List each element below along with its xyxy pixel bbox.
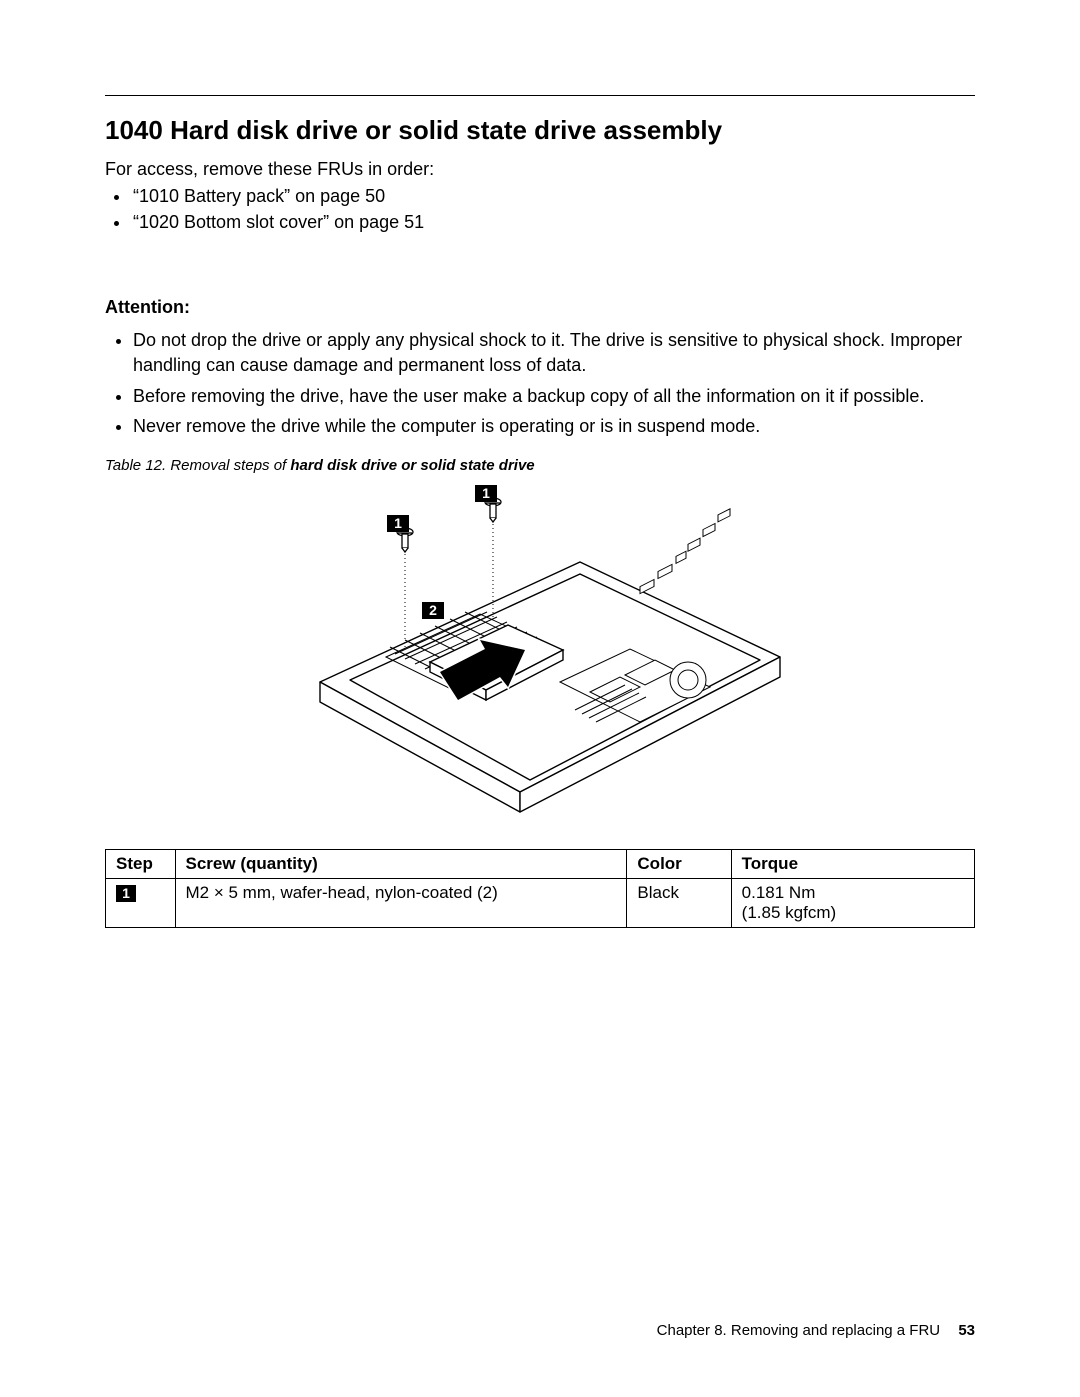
section-title: 1040 Hard disk drive or solid state driv…	[105, 114, 975, 147]
top-rule	[105, 95, 975, 96]
screw-table: Step Screw (quantity) Color Torque 1 M2 …	[105, 849, 975, 928]
callout-1b: 1	[482, 485, 490, 501]
step-badge: 1	[116, 885, 136, 902]
fru-prereq-list: “1010 Battery pack” on page 50 “1020 Bot…	[105, 183, 975, 235]
list-item: Do not drop the drive or apply any physi…	[133, 328, 975, 378]
cell-torque: 0.181 Nm (1.85 kgfcm)	[731, 879, 974, 928]
th-step: Step	[106, 850, 176, 879]
th-color: Color	[627, 850, 731, 879]
cell-color: Black	[627, 879, 731, 928]
th-torque: Torque	[731, 850, 974, 879]
caption-prefix: Table 12. Removal steps of	[105, 457, 290, 474]
footer-page-number: 53	[958, 1322, 975, 1339]
torque-text: 0.181 Nm (1.85 kgfcm)	[742, 883, 836, 922]
attention-list: Do not drop the drive or apply any physi…	[105, 328, 975, 439]
list-item: Never remove the drive while the compute…	[133, 414, 975, 439]
page-footer: Chapter 8. Removing and replacing a FRU …	[657, 1322, 975, 1339]
page: 1040 Hard disk drive or solid state driv…	[0, 0, 1080, 1397]
caption-bold: hard disk drive or solid state drive	[290, 457, 534, 474]
table-caption: Table 12. Removal steps of hard disk dri…	[105, 457, 975, 474]
list-item: “1020 Bottom slot cover” on page 51	[131, 209, 975, 235]
list-item: Before removing the drive, have the user…	[133, 384, 975, 409]
diagram-wrap: 1 1 2	[105, 482, 975, 827]
callout-2: 2	[429, 602, 437, 618]
th-screw: Screw (quantity)	[175, 850, 627, 879]
table-row: 1 M2 × 5 mm, wafer-head, nylon-coated (2…	[106, 879, 975, 928]
footer-chapter: Chapter 8. Removing and replacing a FRU	[657, 1322, 940, 1339]
cell-step: 1	[106, 879, 176, 928]
callout-1a: 1	[394, 515, 402, 531]
list-item: “1010 Battery pack” on page 50	[131, 183, 975, 209]
attention-block: Attention: Do not drop the drive or appl…	[105, 297, 975, 439]
attention-heading: Attention:	[105, 297, 975, 318]
intro-text: For access, remove these FRUs in order:	[105, 157, 975, 181]
cell-screw: M2 × 5 mm, wafer-head, nylon-coated (2)	[175, 879, 627, 928]
removal-diagram: 1 1 2	[290, 482, 790, 822]
